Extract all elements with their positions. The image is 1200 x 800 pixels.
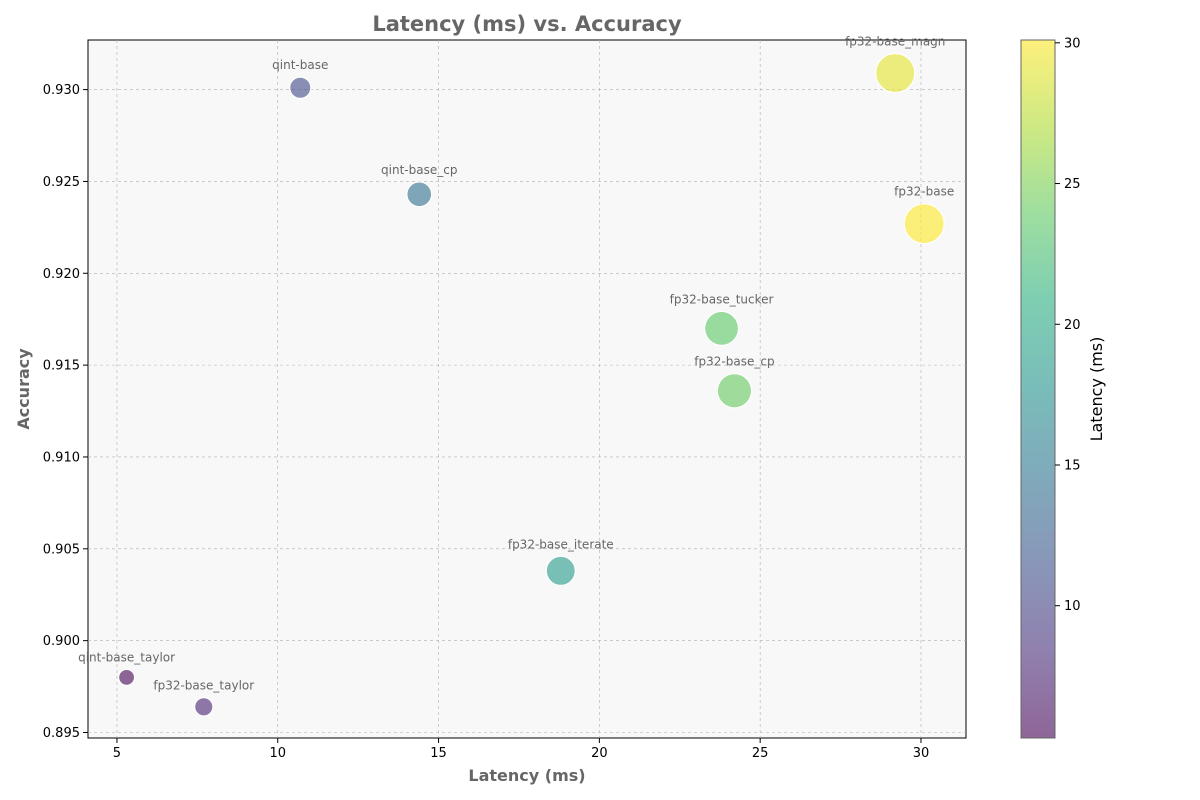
data-points [117,52,945,717]
point-label: fp32-base_cp [694,355,774,369]
colorbar-tick-label: 20 [1064,318,1081,333]
colorbar-tick-label: 15 [1064,458,1081,473]
colorbar-tick-label: 25 [1064,177,1081,192]
y-tick-label: 0.915 [43,359,80,374]
point-label: qint-base [272,58,328,72]
y-tick-label: 0.910 [43,450,80,465]
plot-area [87,39,967,739]
point-label: qint-base_cp [381,163,457,177]
colorbar-ticks: 10 15 20 25 30 [1055,36,1081,614]
x-tick-label: 15 [430,746,447,761]
point-labels: qint-base fp32-base_magn qint-base_cp fp32-… [78,34,954,692]
x-tick-label: 25 [752,746,769,761]
scatter-point [903,203,945,245]
point-label: fp32-base_magn [845,34,945,48]
y-tick-label: 0.895 [43,726,80,741]
scatter-point [289,76,312,99]
scatter-point [545,555,576,586]
x-tick-label: 5 [113,746,121,761]
x-tick-label: 30 [913,746,930,761]
scatter-point [406,181,433,208]
axis-ticks: 5 10 15 20 25 30 0.895 0.900 0.905 0.910 0.915 0.92… [43,83,929,761]
scatter-point [194,697,214,717]
x-tick-label: 10 [269,746,286,761]
point-label: fp32-base [894,185,954,199]
point-label: fp32-base_taylor [153,679,254,693]
scatter-point [704,310,740,346]
scatter-point [716,373,753,409]
point-label: fp32-base_iterate [508,537,614,551]
y-tick-label: 0.920 [43,267,80,282]
scatter-point [875,52,916,94]
point-label: fp32-base_tucker [670,292,774,306]
colorbar-label: Latency (ms) [1087,337,1106,442]
chart-title: Latency (ms) vs. Accuracy [372,12,682,36]
y-tick-label: 0.900 [43,634,80,649]
colorbar-tick-label: 10 [1064,599,1081,614]
x-tick-label: 20 [591,746,608,761]
scatter-point [117,668,136,686]
point-label: qint-base_taylor [78,650,175,664]
y-axis-label: Accuracy [14,348,33,430]
y-tick-label: 0.930 [43,83,80,98]
grid-lines [88,40,966,738]
colorbar-tick-label: 30 [1064,36,1081,51]
colorbar [1020,39,1056,739]
y-tick-label: 0.925 [43,175,80,190]
x-axis-label: Latency (ms) [468,766,585,785]
y-tick-label: 0.905 [43,542,80,557]
